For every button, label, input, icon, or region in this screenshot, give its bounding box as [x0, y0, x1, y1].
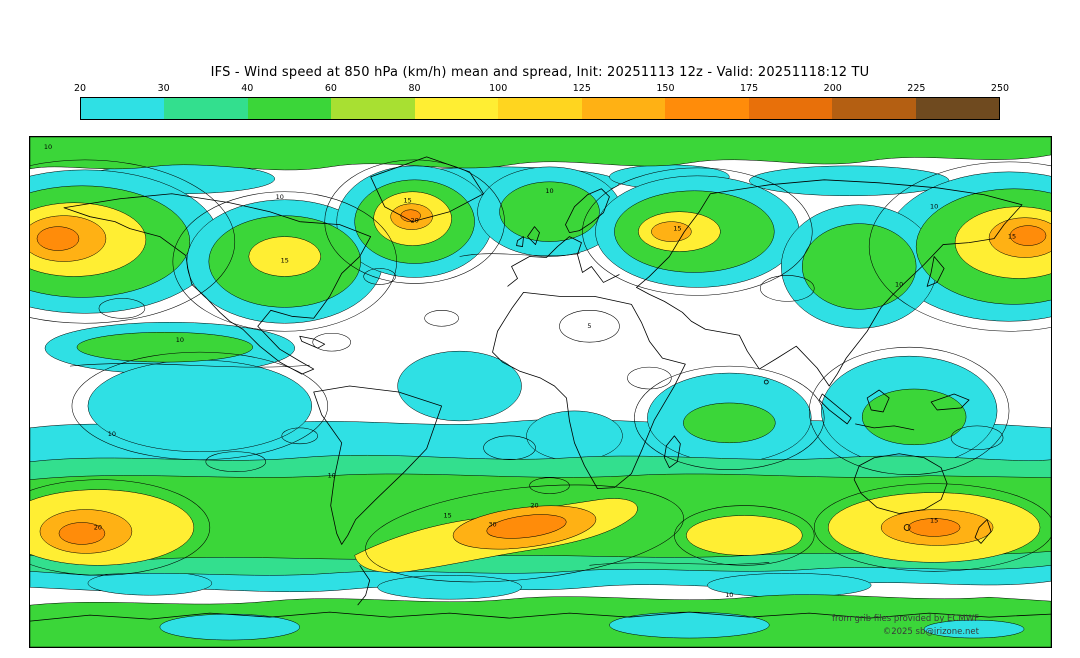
contour-labels: 10 10 15 20 10 15 10 15 10 5 10 15 30 20… [44, 143, 1016, 599]
contour-label: 5 [587, 322, 591, 330]
colorbar-tick: 225 [907, 83, 926, 94]
wind-field-20-antarctic [159, 611, 1025, 641]
colorbar-tick: 150 [656, 83, 675, 94]
contour-label: 10 [108, 430, 116, 438]
colorbar-tick: 40 [241, 83, 254, 94]
colorbar-segment [915, 98, 999, 119]
contour-label: 10 [276, 193, 284, 201]
colorbar-tick: 30 [157, 83, 170, 94]
contour-label: 20 [411, 217, 419, 225]
contour-label: 15 [443, 512, 451, 520]
colorbar-segments [80, 97, 1000, 120]
attribution-line-2: ©2025 sb@irizone.net [882, 627, 979, 637]
contour-label: 15 [930, 516, 938, 524]
colorbar-ticks: 20 30 40 60 80 100 125 150 175 200 225 250 [74, 83, 1009, 97]
colorbar-tick: 200 [823, 83, 842, 94]
colorbar-segment [414, 98, 499, 119]
colorbar-segment [832, 98, 916, 119]
contour-label: 15 [1008, 233, 1016, 241]
colorbar-tick: 80 [408, 83, 421, 94]
coastlines [30, 156, 1051, 622]
colorbar-segment [81, 98, 165, 119]
attribution: from grib files provided by ECMWF ©2025 … [832, 613, 979, 639]
colorbar: 20 30 40 60 80 100 125 150 175 200 225 250 [74, 83, 1009, 120]
contour-label: 10 [176, 336, 184, 344]
contour-label: 10 [44, 143, 52, 151]
wind-speed-map: 10 10 15 20 10 15 10 15 10 5 10 15 30 20… [30, 137, 1051, 647]
contour-label: 10 [545, 187, 553, 195]
page-title: IFS - Wind speed at 850 hPa (km/h) mean … [210, 65, 870, 80]
attribution-line-1: from grib files provided by ECMWF [832, 614, 979, 624]
wind-field-100 [36, 209, 1047, 545]
contour-label: 10 [328, 472, 336, 480]
colorbar-segment [498, 98, 582, 119]
contour-label: 15 [673, 225, 681, 233]
colorbar-segment [665, 98, 749, 119]
colorbar-segment [164, 98, 248, 119]
colorbar-tick: 100 [489, 83, 508, 94]
colorbar-tick: 20 [73, 83, 87, 94]
contour-label: 10 [930, 203, 938, 211]
contour-label: 10 [725, 591, 733, 599]
colorbar-tick: 175 [740, 83, 759, 94]
colorbar-segment [331, 98, 415, 119]
map-frame: 10 10 15 20 10 15 10 15 10 5 10 15 30 20… [29, 136, 1052, 648]
colorbar-segment [581, 98, 666, 119]
colorbar-tick: 125 [572, 83, 591, 94]
colorbar-segment [748, 98, 833, 119]
contour-label: 30 [488, 520, 496, 528]
colorbar-tick: 250 [990, 83, 1010, 94]
colorbar-segment [247, 98, 332, 119]
contour-lines [30, 159, 1051, 583]
contour-label: 15 [281, 257, 289, 265]
contour-label: 20 [530, 502, 538, 510]
contour-label: 15 [404, 197, 412, 205]
contour-label: 10 [895, 280, 903, 288]
colorbar-tick: 60 [324, 83, 337, 94]
contour-label: 20 [94, 523, 102, 531]
